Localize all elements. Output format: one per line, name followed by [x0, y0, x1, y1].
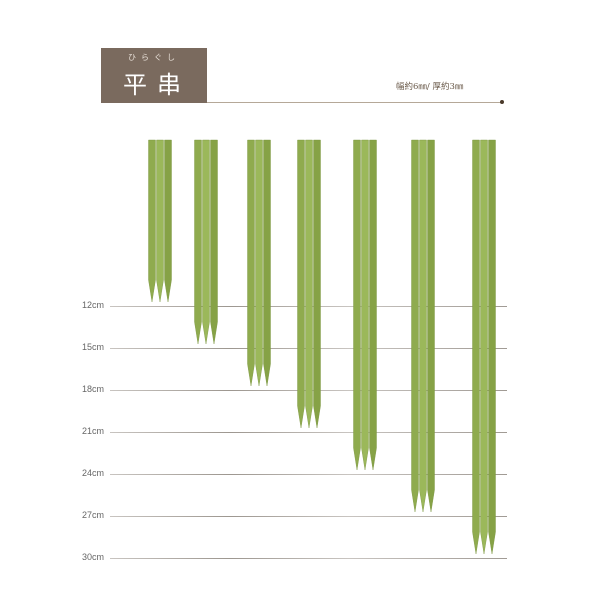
skewer — [369, 139, 377, 471]
skewer — [427, 139, 435, 513]
skewer-group-27cm — [411, 139, 435, 513]
skewer — [488, 139, 496, 555]
dimension-spec: 幅約6㎜/ 厚約3㎜ — [396, 82, 464, 92]
ruler-label: 12cm — [82, 300, 105, 310]
skewer-group-24cm — [353, 139, 377, 471]
ruler-line-24cm — [110, 474, 507, 475]
ruler-label: 27cm — [82, 510, 105, 520]
skewer — [194, 139, 202, 345]
ruler-label: 24cm — [82, 468, 105, 478]
skewer — [313, 139, 321, 429]
skewer — [361, 139, 369, 471]
skewer-group-30cm — [472, 139, 496, 555]
skewer — [353, 139, 361, 471]
ruler-label: 18cm — [82, 384, 105, 394]
skewer-group-21cm — [297, 139, 321, 429]
skewer-group-15cm — [194, 139, 218, 345]
skewer — [263, 139, 271, 387]
skewer — [247, 139, 255, 387]
ruler-line-21cm — [110, 432, 507, 433]
ruler-label: 21cm — [82, 426, 105, 436]
skewer — [297, 139, 305, 429]
ruler-line-27cm — [110, 516, 507, 517]
header-divider-dot — [500, 100, 504, 104]
title-ruby: ひらぐし — [128, 53, 180, 62]
skewer — [202, 139, 210, 345]
title-box: ひらぐし 平串 — [101, 48, 207, 103]
skewer-group-12cm — [148, 139, 172, 303]
skewer — [411, 139, 419, 513]
page-title: 平串 — [123, 71, 191, 99]
ruler-line-30cm — [110, 558, 507, 559]
skewer — [472, 139, 480, 555]
ruler-label: 15cm — [82, 342, 105, 352]
ruler-label: 30cm — [82, 552, 105, 562]
skewer — [164, 139, 172, 303]
skewer — [419, 139, 427, 513]
header-divider — [207, 102, 502, 103]
skewer-group-18cm — [247, 139, 271, 387]
skewer — [156, 139, 164, 303]
skewer — [480, 139, 488, 555]
skewer — [255, 139, 263, 387]
skewer — [305, 139, 313, 429]
skewer — [148, 139, 156, 303]
skewer — [210, 139, 218, 345]
